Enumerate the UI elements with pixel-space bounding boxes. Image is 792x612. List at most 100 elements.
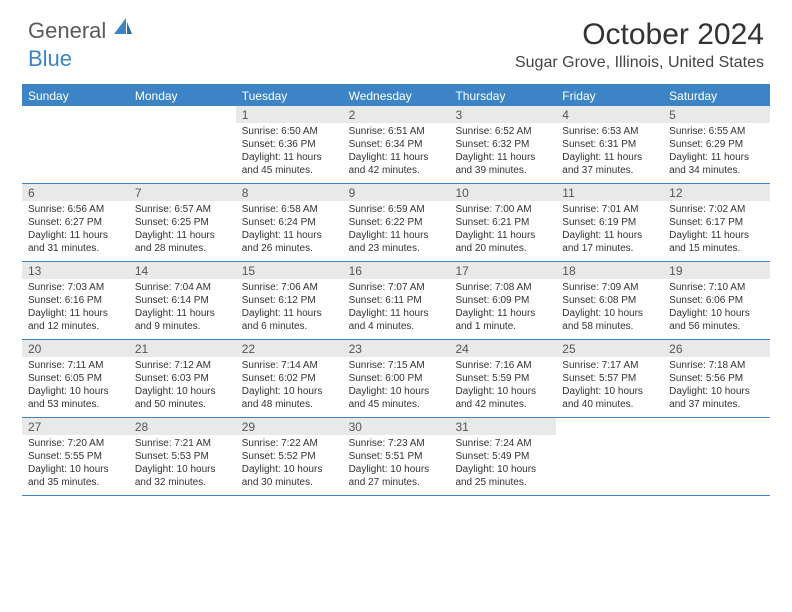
day-number: 18 [556,262,663,279]
day-number: 21 [129,340,236,357]
day-cell: 6Sunrise: 6:56 AMSunset: 6:27 PMDaylight… [22,184,129,261]
day-content: Sunrise: 7:03 AMSunset: 6:16 PMDaylight:… [22,279,129,339]
day-cell [22,106,129,183]
day-number: 12 [663,184,770,201]
day-number: 4 [556,106,663,123]
weekday-header: Tuesday [236,85,343,106]
day-number: 8 [236,184,343,201]
day-content [22,123,129,181]
weekday-header: Thursday [449,85,556,106]
day-cell: 29Sunrise: 7:22 AMSunset: 5:52 PMDayligh… [236,418,343,495]
day-number: 15 [236,262,343,279]
day-number: 13 [22,262,129,279]
brand-word2: Blue [28,46,72,71]
day-content [129,123,236,181]
day-cell: 20Sunrise: 7:11 AMSunset: 6:05 PMDayligh… [22,340,129,417]
day-number: 16 [343,262,450,279]
day-content: Sunrise: 7:07 AMSunset: 6:11 PMDaylight:… [343,279,450,339]
day-content: Sunrise: 7:09 AMSunset: 6:08 PMDaylight:… [556,279,663,339]
day-cell: 11Sunrise: 7:01 AMSunset: 6:19 PMDayligh… [556,184,663,261]
day-cell: 4Sunrise: 6:53 AMSunset: 6:31 PMDaylight… [556,106,663,183]
day-number: 26 [663,340,770,357]
day-content: Sunrise: 6:58 AMSunset: 6:24 PMDaylight:… [236,201,343,261]
weekday-header: Sunday [22,85,129,106]
day-number: 9 [343,184,450,201]
weekday-header: Friday [556,85,663,106]
day-number: 22 [236,340,343,357]
day-content: Sunrise: 7:21 AMSunset: 5:53 PMDaylight:… [129,435,236,495]
day-cell: 2Sunrise: 6:51 AMSunset: 6:34 PMDaylight… [343,106,450,183]
day-number [556,418,663,435]
weekday-header: Wednesday [343,85,450,106]
page-header: General October 2024 Sugar Grove, Illino… [0,0,792,76]
day-cell: 19Sunrise: 7:10 AMSunset: 6:06 PMDayligh… [663,262,770,339]
day-cell [663,418,770,495]
day-number: 23 [343,340,450,357]
day-content: Sunrise: 7:12 AMSunset: 6:03 PMDaylight:… [129,357,236,417]
day-cell [129,106,236,183]
weekday-header: Saturday [663,85,770,106]
day-number: 3 [449,106,556,123]
day-number: 20 [22,340,129,357]
day-cell: 26Sunrise: 7:18 AMSunset: 5:56 PMDayligh… [663,340,770,417]
day-content: Sunrise: 7:22 AMSunset: 5:52 PMDaylight:… [236,435,343,495]
day-content: Sunrise: 7:11 AMSunset: 6:05 PMDaylight:… [22,357,129,417]
day-content: Sunrise: 7:18 AMSunset: 5:56 PMDaylight:… [663,357,770,417]
day-cell: 27Sunrise: 7:20 AMSunset: 5:55 PMDayligh… [22,418,129,495]
day-number: 5 [663,106,770,123]
brand-word1: General [28,18,106,44]
day-cell: 12Sunrise: 7:02 AMSunset: 6:17 PMDayligh… [663,184,770,261]
week-row: 1Sunrise: 6:50 AMSunset: 6:36 PMDaylight… [22,106,770,184]
day-content: Sunrise: 7:10 AMSunset: 6:06 PMDaylight:… [663,279,770,339]
day-content: Sunrise: 6:59 AMSunset: 6:22 PMDaylight:… [343,201,450,261]
day-cell: 30Sunrise: 7:23 AMSunset: 5:51 PMDayligh… [343,418,450,495]
day-number: 30 [343,418,450,435]
day-content: Sunrise: 7:17 AMSunset: 5:57 PMDaylight:… [556,357,663,417]
day-content: Sunrise: 6:56 AMSunset: 6:27 PMDaylight:… [22,201,129,261]
day-cell: 5Sunrise: 6:55 AMSunset: 6:29 PMDaylight… [663,106,770,183]
week-row: 27Sunrise: 7:20 AMSunset: 5:55 PMDayligh… [22,418,770,496]
day-cell: 17Sunrise: 7:08 AMSunset: 6:09 PMDayligh… [449,262,556,339]
week-row: 13Sunrise: 7:03 AMSunset: 6:16 PMDayligh… [22,262,770,340]
day-content: Sunrise: 7:04 AMSunset: 6:14 PMDaylight:… [129,279,236,339]
day-number [129,106,236,123]
day-content: Sunrise: 7:14 AMSunset: 6:02 PMDaylight:… [236,357,343,417]
location-text: Sugar Grove, Illinois, United States [515,54,764,72]
title-block: October 2024 Sugar Grove, Illinois, Unit… [515,18,764,72]
day-cell [556,418,663,495]
day-content: Sunrise: 6:52 AMSunset: 6:32 PMDaylight:… [449,123,556,183]
day-content: Sunrise: 6:53 AMSunset: 6:31 PMDaylight:… [556,123,663,183]
day-content: Sunrise: 7:08 AMSunset: 6:09 PMDaylight:… [449,279,556,339]
day-cell: 21Sunrise: 7:12 AMSunset: 6:03 PMDayligh… [129,340,236,417]
day-cell: 31Sunrise: 7:24 AMSunset: 5:49 PMDayligh… [449,418,556,495]
day-content: Sunrise: 7:02 AMSunset: 6:17 PMDaylight:… [663,201,770,261]
day-cell: 18Sunrise: 7:09 AMSunset: 6:08 PMDayligh… [556,262,663,339]
week-row: 6Sunrise: 6:56 AMSunset: 6:27 PMDaylight… [22,184,770,262]
week-row: 20Sunrise: 7:11 AMSunset: 6:05 PMDayligh… [22,340,770,418]
day-cell: 3Sunrise: 6:52 AMSunset: 6:32 PMDaylight… [449,106,556,183]
weekday-header-row: SundayMondayTuesdayWednesdayThursdayFrid… [22,85,770,106]
day-cell: 10Sunrise: 7:00 AMSunset: 6:21 PMDayligh… [449,184,556,261]
day-cell: 14Sunrise: 7:04 AMSunset: 6:14 PMDayligh… [129,262,236,339]
day-number: 31 [449,418,556,435]
day-number: 2 [343,106,450,123]
day-cell: 25Sunrise: 7:17 AMSunset: 5:57 PMDayligh… [556,340,663,417]
day-number: 28 [129,418,236,435]
day-content [556,435,663,493]
day-number: 1 [236,106,343,123]
day-content: Sunrise: 6:55 AMSunset: 6:29 PMDaylight:… [663,123,770,183]
month-title: October 2024 [515,18,764,52]
day-cell: 28Sunrise: 7:21 AMSunset: 5:53 PMDayligh… [129,418,236,495]
day-number: 6 [22,184,129,201]
day-cell: 22Sunrise: 7:14 AMSunset: 6:02 PMDayligh… [236,340,343,417]
day-content [663,435,770,493]
day-content: Sunrise: 7:16 AMSunset: 5:59 PMDaylight:… [449,357,556,417]
day-number: 14 [129,262,236,279]
day-cell: 8Sunrise: 6:58 AMSunset: 6:24 PMDaylight… [236,184,343,261]
calendar-grid: SundayMondayTuesdayWednesdayThursdayFrid… [22,84,770,496]
day-number: 10 [449,184,556,201]
day-number: 11 [556,184,663,201]
day-number [22,106,129,123]
day-cell: 1Sunrise: 6:50 AMSunset: 6:36 PMDaylight… [236,106,343,183]
brand-sail-icon [112,16,134,41]
